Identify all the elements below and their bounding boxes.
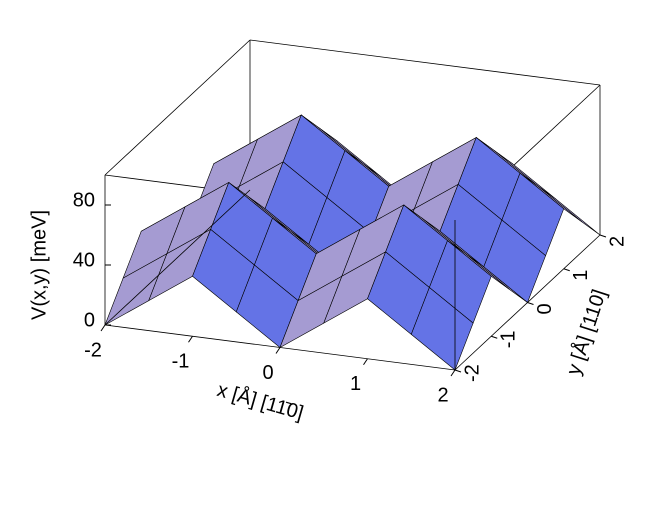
x-tick-label: -2 bbox=[84, 339, 102, 361]
x-tick-label: -1 bbox=[172, 351, 190, 373]
x-tick bbox=[100, 324, 106, 332]
z-axis-label: V(x,y) [meV] bbox=[28, 210, 50, 320]
box-edge bbox=[104, 189, 251, 326]
x-tick-label: 2 bbox=[437, 384, 448, 406]
y-tick-label: -1 bbox=[498, 330, 520, 348]
y-tick bbox=[599, 234, 607, 238]
y-tick-label: 2 bbox=[606, 236, 628, 247]
x-tick bbox=[275, 347, 281, 354]
x-axis-label: x [Å] [11̄0] bbox=[215, 378, 306, 425]
y-tick bbox=[491, 335, 498, 339]
box-edge bbox=[104, 39, 251, 176]
y-tick-label: -2 bbox=[461, 364, 483, 382]
x-tick bbox=[450, 369, 456, 377]
x-tick bbox=[363, 358, 368, 366]
y-axis-label: y [Å] [110] bbox=[562, 286, 611, 377]
y-tick bbox=[527, 302, 534, 305]
x-tick-label: 0 bbox=[262, 362, 273, 384]
box-edge bbox=[249, 39, 601, 86]
y-tick bbox=[563, 268, 570, 272]
x-tick bbox=[188, 335, 193, 343]
y-tick-label: 0 bbox=[534, 303, 556, 314]
z-tick-label: 80 bbox=[73, 189, 95, 211]
x-tick-label: 1 bbox=[350, 373, 361, 395]
y-tick-label: 1 bbox=[570, 270, 592, 281]
z-tick-label: 0 bbox=[84, 309, 95, 331]
y-tick bbox=[454, 369, 462, 373]
z-tick-label: 40 bbox=[73, 249, 95, 271]
surface-patch bbox=[410, 287, 474, 371]
